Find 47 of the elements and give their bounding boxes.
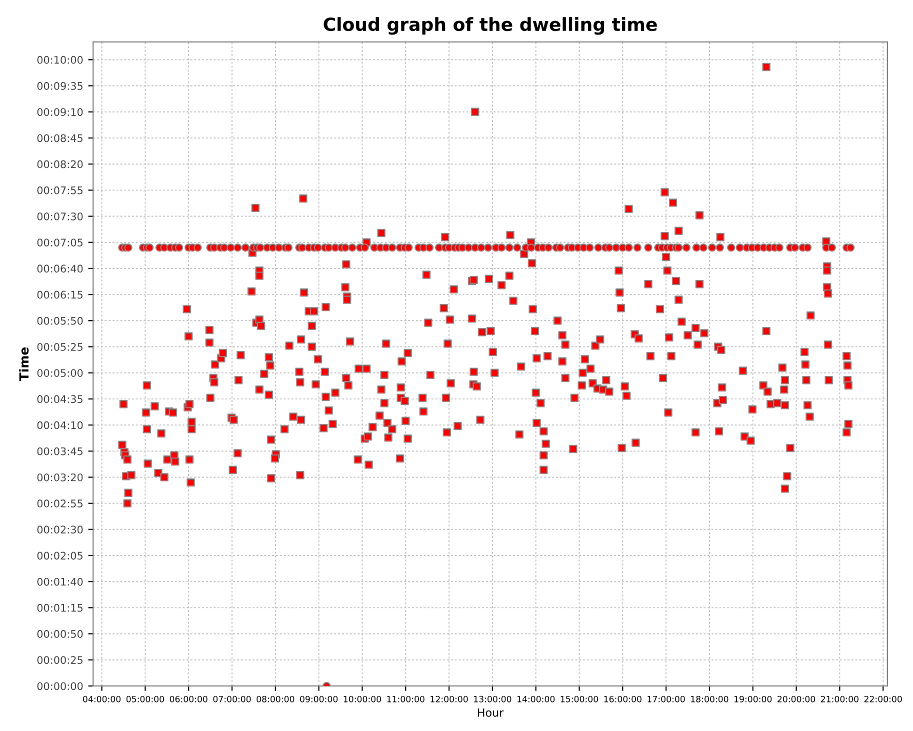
y-tick-label: 00:01:15 — [37, 604, 82, 612]
y-tick-label: 00:00:25 — [37, 656, 82, 664]
x-axis-title: Hour — [478, 708, 504, 717]
y-tick-label: 00:06:40 — [37, 264, 83, 273]
y-tick-label: 00:03:45 — [37, 447, 82, 456]
x-tick-label: 07:00:00 — [213, 696, 251, 702]
y-tick-label: 00:09:10 — [37, 108, 83, 116]
x-tick-label: 22:00:00 — [864, 696, 902, 702]
x-tick-label: 16:00:00 — [604, 696, 642, 702]
y-tick-label: 00:02:55 — [37, 500, 82, 508]
y-tick-label: 00:04:35 — [37, 395, 82, 404]
y-tick-label: 00:02:05 — [37, 552, 82, 560]
x-tick-label: 18:00:00 — [691, 696, 728, 702]
x-tick-label: 17:00:00 — [648, 696, 685, 702]
x-tick-label: 09:00:00 — [300, 696, 338, 702]
x-tick-label: 19:00:00 — [734, 696, 772, 702]
x-tick-label: 12:00:00 — [430, 696, 468, 702]
y-tick-label: 00:04:10 — [37, 421, 83, 430]
x-tick-label: 13:00:00 — [474, 696, 512, 702]
x-tick-label: 15:00:00 — [560, 696, 598, 702]
y-tick-label: 00:00:00 — [37, 682, 83, 690]
y-tick-label: 00:00:50 — [37, 630, 83, 638]
y-tick-label: 00:08:20 — [37, 160, 83, 168]
y-tick-label: 00:07:55 — [37, 186, 82, 194]
y-tick-label: 00:01:40 — [37, 578, 83, 586]
x-tick-label: 08:00:00 — [256, 696, 294, 702]
y-tick-label: 00:05:25 — [37, 342, 82, 351]
y-tick-label: 00:07:30 — [37, 212, 83, 220]
y-tick-label: 00:08:45 — [37, 134, 82, 142]
y-tick-label: 00:02:30 — [37, 526, 83, 534]
x-tick-label: 20:00:00 — [778, 696, 816, 702]
y-tick-label: 00:05:00 — [37, 369, 83, 377]
chart-title: Cloud graph of the dwelling time — [324, 17, 657, 35]
y-tick-label: 00:09:35 — [37, 82, 82, 90]
x-tick-label: 11:00:00 — [387, 696, 424, 702]
y-tick-label: 00:07:05 — [37, 238, 82, 246]
y-tick-label: 00:05:50 — [37, 316, 83, 325]
y-tick-label: 00:10:00 — [37, 56, 83, 64]
y-tick-label: 00:03:20 — [37, 473, 83, 482]
x-tick-label: 05:00:00 — [126, 696, 164, 702]
y-axis-title: Time — [18, 347, 29, 382]
x-tick-label: 10:00:00 — [344, 696, 381, 702]
y-tick-label: 00:06:15 — [37, 290, 82, 299]
x-tick-label: 21:00:00 — [820, 696, 858, 702]
x-tick-label: 14:00:00 — [517, 696, 555, 702]
x-tick-label: 06:00:00 — [170, 696, 208, 702]
x-tick-label: 04:00:00 — [83, 696, 121, 702]
